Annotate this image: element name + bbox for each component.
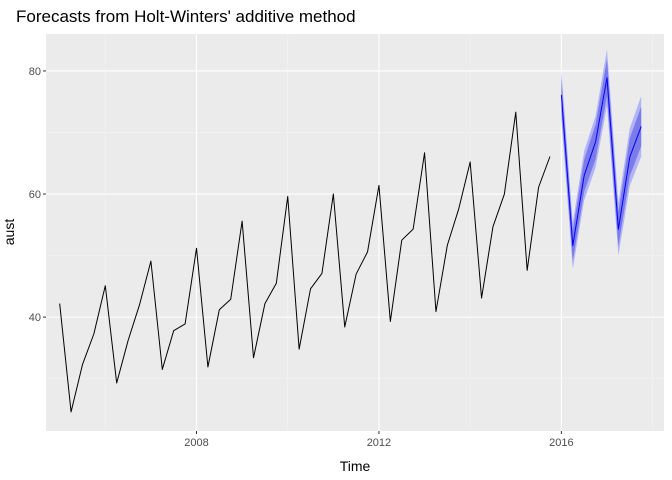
y-tick-label: 80 bbox=[29, 66, 41, 78]
chart-title: Forecasts from Holt-Winters' additive me… bbox=[16, 7, 356, 26]
x-axis-title: Time bbox=[340, 458, 371, 474]
x-tick-label: 2008 bbox=[184, 437, 208, 449]
x-tick-label: 2016 bbox=[549, 437, 573, 449]
axis-ticks: 2008 2012 2016 40 60 80 bbox=[29, 66, 574, 449]
x-tick-label: 2012 bbox=[367, 437, 391, 449]
forecast-series-line bbox=[560, 77, 642, 247]
y-tick-label: 40 bbox=[29, 312, 41, 324]
y-tick-label: 60 bbox=[29, 189, 41, 201]
observed-series-line bbox=[59, 111, 551, 413]
grid-lines bbox=[46, 34, 664, 431]
y-axis-title: aust bbox=[1, 219, 17, 246]
series-lines bbox=[59, 77, 642, 413]
